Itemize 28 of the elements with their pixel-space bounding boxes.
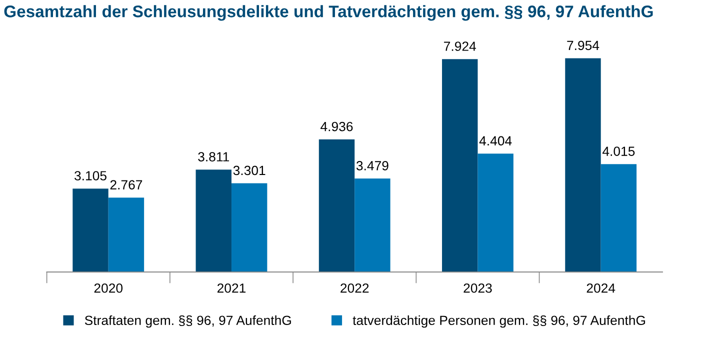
bar [108,198,144,272]
x-tick-label: 2020 [94,283,123,293]
bar [565,58,601,272]
bar [318,139,355,272]
x-tick-label: 2024 [586,283,616,293]
data-label: 4.015 [602,146,635,156]
data-label: 7.924 [444,42,476,51]
chart-title: Gesamtzahl der Schleusungsdelikte und Tatverdächtigen gem. §§ 96, 97 AufenthG [4,5,653,21]
bar [478,154,514,272]
bar [196,170,232,272]
bar [600,164,637,272]
bar [442,59,478,272]
x-tick-label: 2023 [464,283,492,293]
bar [72,188,108,272]
data-label: 3.105 [74,171,106,180]
data-label: 2.767 [110,180,142,190]
bar [354,178,390,272]
data-label: 4.404 [479,136,512,146]
data-label: 3.301 [233,166,266,176]
legend-label: Straftaten gem. §§ 96, 97 AufenthG [84,315,291,328]
x-tick-label: 2022 [340,283,369,293]
bar [231,183,268,272]
data-label: 3.479 [356,161,388,170]
data-label: 7.954 [567,40,600,50]
data-label: 4.936 [320,122,353,132]
legend-label: tatverdächtige Personen gem. §§ 96, 97 AufenthG [352,315,646,328]
x-tick-label: 2021 [217,283,246,293]
data-label: 3.811 [198,152,230,162]
